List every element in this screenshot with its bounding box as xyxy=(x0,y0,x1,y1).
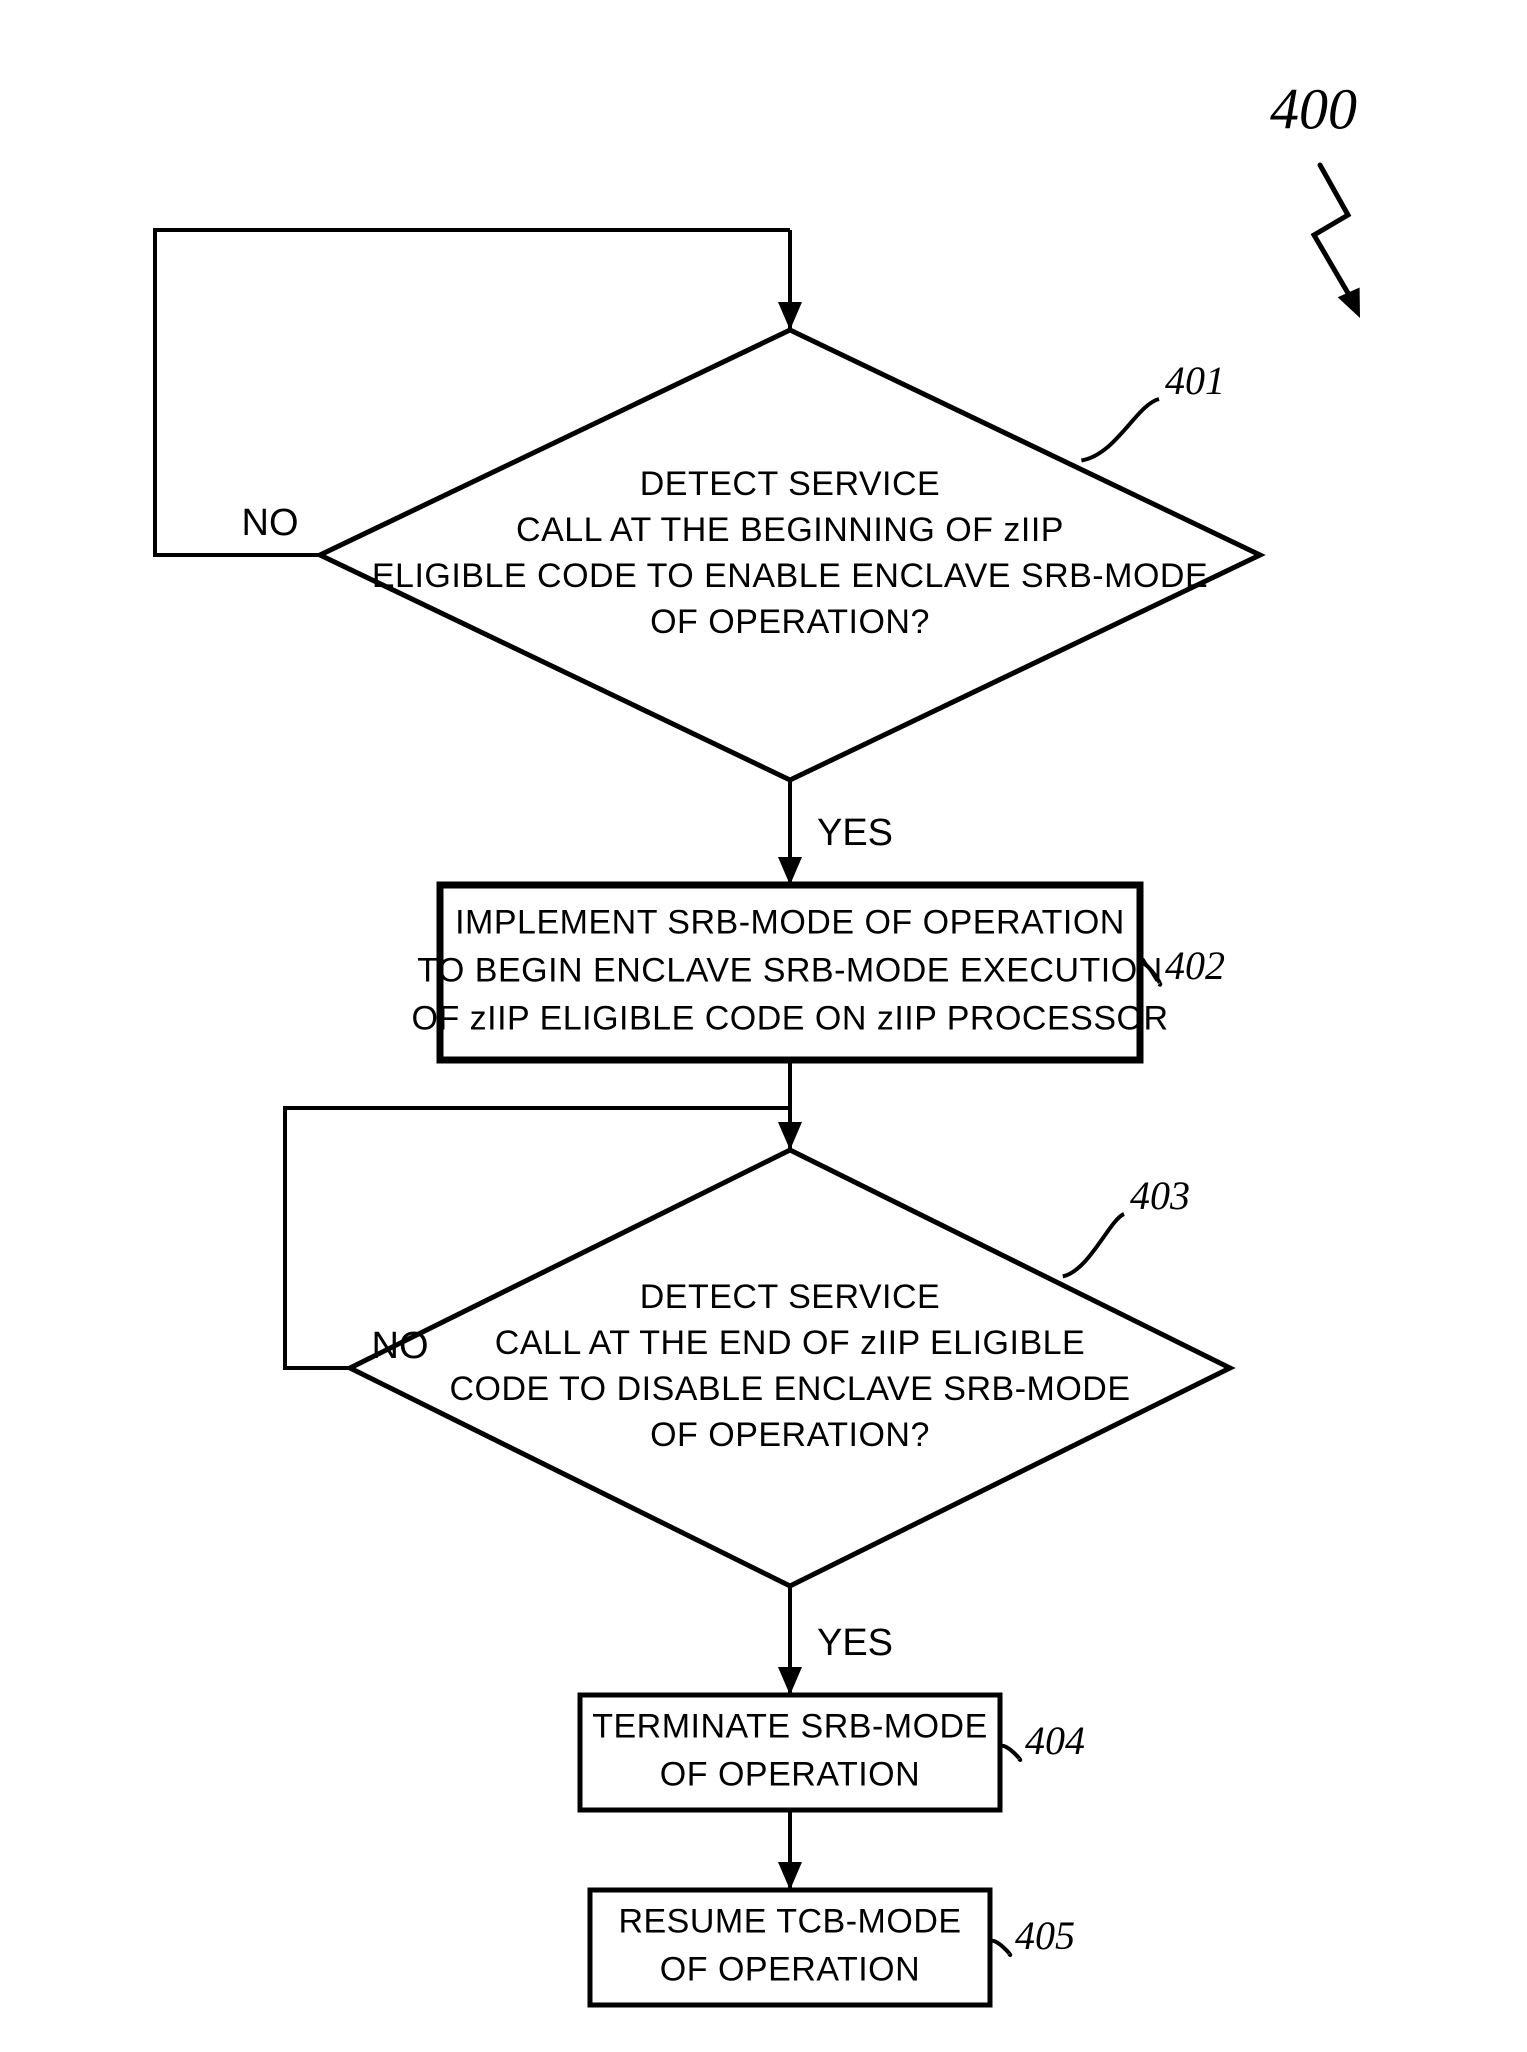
ref-label: 402 xyxy=(1165,943,1225,988)
node-text-line: CALL AT THE BEGINNING OF zIIP xyxy=(516,511,1064,549)
decision-node xyxy=(320,330,1260,780)
figure-leader-zigzag xyxy=(1314,165,1352,300)
node-text-line: CODE TO DISABLE ENCLAVE SRB-MODE xyxy=(449,1370,1130,1408)
node-text-line: TERMINATE SRB-MODE xyxy=(592,1707,988,1745)
flowchart-canvas: 400NOYESNOYESDETECT SERVICECALL AT THE B… xyxy=(0,0,1527,2052)
arrowhead-icon xyxy=(778,857,802,885)
arrowhead-icon xyxy=(778,1667,802,1695)
node-text-line: DETECT SERVICE xyxy=(640,465,940,503)
edge-label: YES xyxy=(817,1622,893,1664)
node-text-line: TO BEGIN ENCLAVE SRB-MODE EXECUTION xyxy=(417,951,1162,989)
arrowhead-icon xyxy=(778,302,802,330)
ref-leader-line xyxy=(1000,1746,1020,1760)
ref-leader-line xyxy=(990,1941,1010,1955)
ref-leader-line xyxy=(1081,399,1159,461)
ref-leader-line xyxy=(1063,1214,1124,1276)
ref-label: 403 xyxy=(1130,1173,1190,1218)
node-text-line: OF OPERATION xyxy=(660,1950,920,1988)
decision-node xyxy=(350,1150,1230,1586)
node-text-line: IMPLEMENT SRB-MODE OF OPERATION xyxy=(455,903,1125,941)
node-text-line: OF OPERATION? xyxy=(650,1416,930,1454)
node-text-line: RESUME TCB-MODE xyxy=(618,1902,961,1940)
ref-label: 401 xyxy=(1165,358,1225,403)
node-text-line: OF OPERATION? xyxy=(650,603,930,641)
edge-label: NO xyxy=(242,502,299,544)
node-text-line: ELIGIBLE CODE TO ENABLE ENCLAVE SRB-MODE xyxy=(372,557,1208,595)
edge-label: YES xyxy=(817,812,893,854)
node-text-line: OF zIIP ELIGIBLE CODE ON zIIP PROCESSOR xyxy=(412,999,1169,1037)
figure-number: 400 xyxy=(1270,76,1357,141)
ref-label: 404 xyxy=(1025,1718,1085,1763)
arrowhead-icon xyxy=(778,1122,802,1150)
node-text-line: OF OPERATION xyxy=(660,1755,920,1793)
node-text-line: CALL AT THE END OF zIIP ELIGIBLE xyxy=(495,1324,1085,1362)
node-text-line: DETECT SERVICE xyxy=(640,1278,940,1316)
arrowhead-icon xyxy=(778,1862,802,1890)
ref-label: 405 xyxy=(1015,1913,1075,1958)
